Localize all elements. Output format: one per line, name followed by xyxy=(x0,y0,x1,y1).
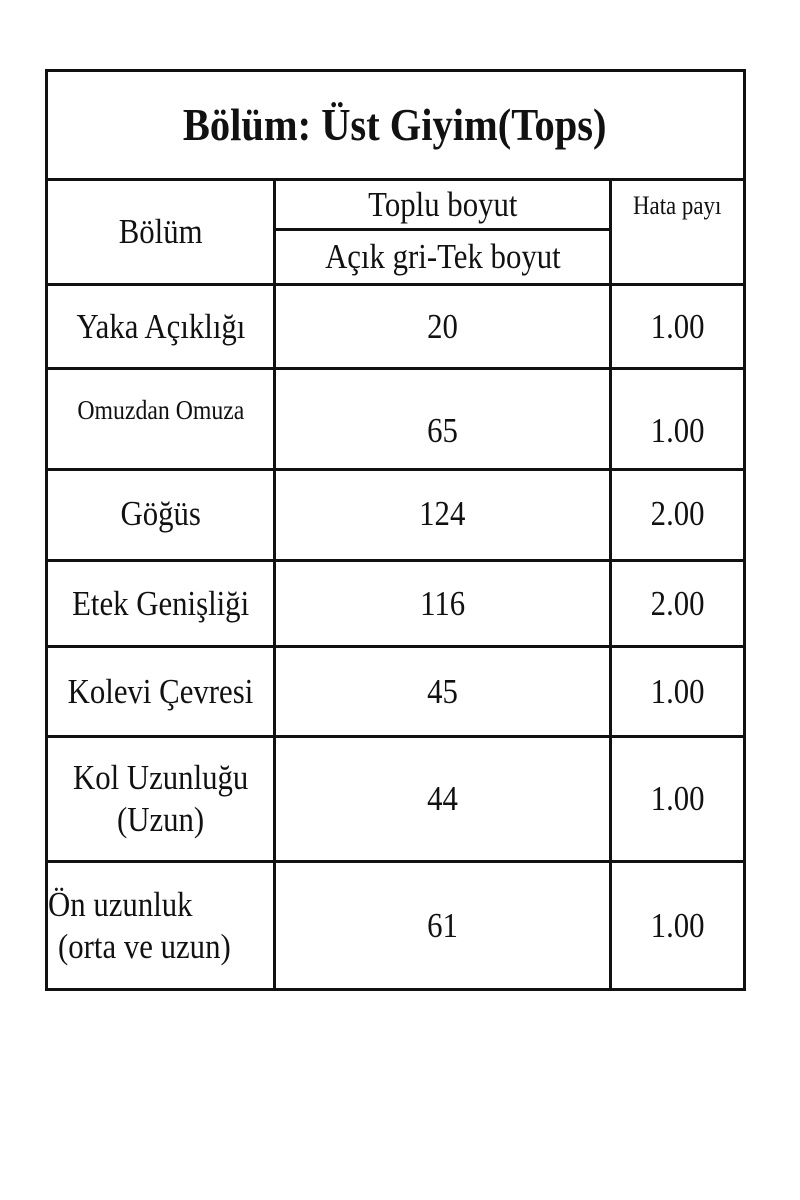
border xyxy=(46,988,746,991)
row-size: 124 xyxy=(276,471,609,557)
section-text: Etek Genişliği xyxy=(71,583,250,623)
border xyxy=(46,367,746,370)
size-text: 65 xyxy=(427,411,458,450)
row-size: 116 xyxy=(276,562,609,645)
row-section: Etek Genişliği xyxy=(48,562,273,645)
border xyxy=(609,178,612,991)
row-size: 45 xyxy=(276,648,609,735)
header-size-bottom-text: Açık gri-Tek boyut xyxy=(324,237,561,276)
row-section: Ön uzunluk (orta ve uzun) xyxy=(48,863,273,988)
border xyxy=(46,735,746,738)
row-section: Göğüs xyxy=(48,471,273,557)
row-tolerance: 2.00 xyxy=(612,562,743,645)
size-text: 45 xyxy=(427,671,458,711)
section-text-line1: Ön uzunluk xyxy=(48,884,193,924)
row-tolerance: 2.00 xyxy=(612,471,743,557)
row-section: Omuzdan Omuza xyxy=(48,370,273,450)
size-text: 116 xyxy=(419,583,466,623)
header-size-top-text: Toplu boyut xyxy=(367,184,518,224)
border xyxy=(46,178,746,181)
row-section: Kol Uzunluğu (Uzun) xyxy=(48,738,273,860)
border xyxy=(274,228,612,231)
section-text: Yaka Açıklığı xyxy=(76,306,245,346)
size-text: 44 xyxy=(427,779,458,818)
section-text-line2: (Uzun) xyxy=(116,800,205,839)
row-tolerance: 1.00 xyxy=(612,648,743,735)
row-tolerance: 1.00 xyxy=(612,394,743,468)
header-section-text: Bölüm xyxy=(118,212,203,251)
tolerance-text: 1.00 xyxy=(650,779,705,818)
row-tolerance: 1.00 xyxy=(612,286,743,367)
border xyxy=(45,69,48,991)
header-size-top: Toplu boyut xyxy=(276,181,609,228)
section-text: Omuzdan Omuza xyxy=(77,394,244,425)
table-title-text: Bölüm: Üst Giyim(Tops) xyxy=(183,99,607,151)
tolerance-text: 2.00 xyxy=(650,583,705,623)
header-tolerance-text: Hata payı xyxy=(633,190,722,220)
tolerance-text: 2.00 xyxy=(650,494,705,533)
section-text-line2: (orta ve uzun) xyxy=(58,926,231,966)
tolerance-text: 1.00 xyxy=(650,905,705,945)
header-section: Bölüm xyxy=(48,181,273,283)
border xyxy=(46,559,746,562)
section-text: Kolevi Çevresi xyxy=(67,671,254,711)
border xyxy=(46,69,746,72)
row-size: 61 xyxy=(276,863,609,988)
row-size: 20 xyxy=(276,286,609,367)
size-text: 61 xyxy=(427,905,458,945)
border xyxy=(743,69,746,991)
size-text: 124 xyxy=(419,494,466,533)
header-tolerance: Hata payı xyxy=(612,183,743,228)
tolerance-text: 1.00 xyxy=(650,411,705,450)
section-text: Göğüs xyxy=(120,494,201,533)
border xyxy=(273,178,276,991)
row-section: Kolevi Çevresi xyxy=(48,648,273,735)
tolerance-text: 1.00 xyxy=(650,306,705,346)
header-size-bottom: Açık gri-Tek boyut xyxy=(276,231,609,283)
tolerance-text: 1.00 xyxy=(650,671,705,711)
border xyxy=(46,283,746,286)
border xyxy=(46,860,746,863)
border xyxy=(46,468,746,471)
section-text-line1: Kol Uzunluğu xyxy=(72,758,249,797)
table-title: Bölüm: Üst Giyim(Tops) xyxy=(46,72,744,178)
row-size: 44 xyxy=(276,738,609,860)
row-tolerance: 1.00 xyxy=(612,863,743,988)
row-section: Yaka Açıklığı xyxy=(48,286,273,367)
row-size: 65 xyxy=(276,394,609,468)
row-tolerance: 1.00 xyxy=(612,738,743,860)
size-text: 20 xyxy=(427,306,458,346)
border xyxy=(46,645,746,648)
